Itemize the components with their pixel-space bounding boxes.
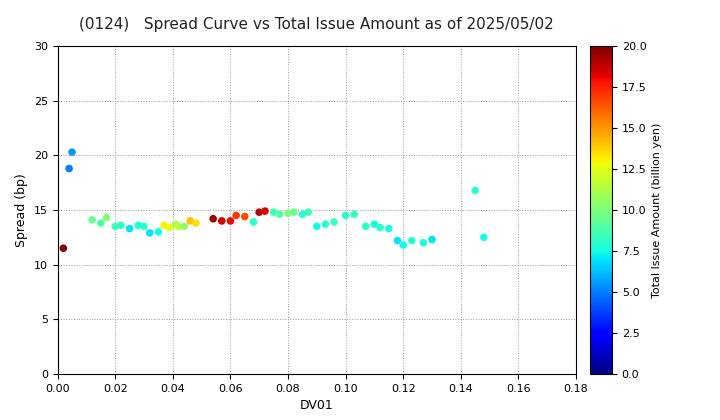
- Point: [369, 221, 380, 228]
- Point: [302, 209, 314, 215]
- Point: [190, 220, 202, 226]
- Point: [184, 218, 196, 224]
- Point: [158, 222, 170, 228]
- Point: [179, 223, 190, 230]
- Point: [397, 241, 409, 248]
- Point: [374, 224, 386, 231]
- Point: [207, 215, 219, 222]
- Point: [340, 212, 351, 219]
- Point: [406, 237, 418, 244]
- Point: [230, 212, 242, 219]
- Point: [268, 209, 279, 215]
- Point: [469, 187, 481, 194]
- Point: [132, 222, 144, 228]
- Point: [311, 223, 323, 230]
- Point: [259, 208, 271, 215]
- Point: [138, 223, 150, 230]
- Point: [225, 218, 236, 224]
- Point: [348, 211, 360, 218]
- Point: [392, 237, 403, 244]
- Point: [288, 209, 300, 215]
- Point: [253, 209, 265, 215]
- Text: (0124)   Spread Curve vs Total Issue Amount as of 2025/05/02: (0124) Spread Curve vs Total Issue Amoun…: [79, 17, 554, 32]
- Point: [58, 245, 69, 252]
- Point: [173, 223, 184, 230]
- X-axis label: DV01: DV01: [300, 399, 333, 412]
- Point: [383, 225, 395, 232]
- Point: [320, 221, 331, 228]
- Point: [86, 216, 98, 223]
- Point: [478, 234, 490, 241]
- Y-axis label: Total Issue Amount (billion yen): Total Issue Amount (billion yen): [652, 122, 662, 298]
- Point: [328, 219, 340, 226]
- Point: [426, 236, 438, 243]
- Point: [282, 210, 294, 217]
- Point: [274, 211, 285, 218]
- Point: [101, 214, 112, 221]
- Point: [66, 149, 78, 155]
- Point: [124, 225, 135, 232]
- Point: [109, 223, 121, 230]
- Point: [248, 219, 259, 226]
- Point: [115, 222, 127, 228]
- Point: [239, 213, 251, 220]
- Point: [95, 220, 107, 226]
- Point: [418, 239, 429, 246]
- Point: [144, 230, 156, 236]
- Point: [216, 218, 228, 224]
- Point: [297, 211, 308, 218]
- Y-axis label: Spread (bp): Spread (bp): [15, 173, 28, 247]
- Point: [164, 224, 176, 231]
- Point: [360, 223, 372, 230]
- Point: [170, 221, 181, 228]
- Point: [153, 228, 164, 235]
- Point: [63, 165, 75, 172]
